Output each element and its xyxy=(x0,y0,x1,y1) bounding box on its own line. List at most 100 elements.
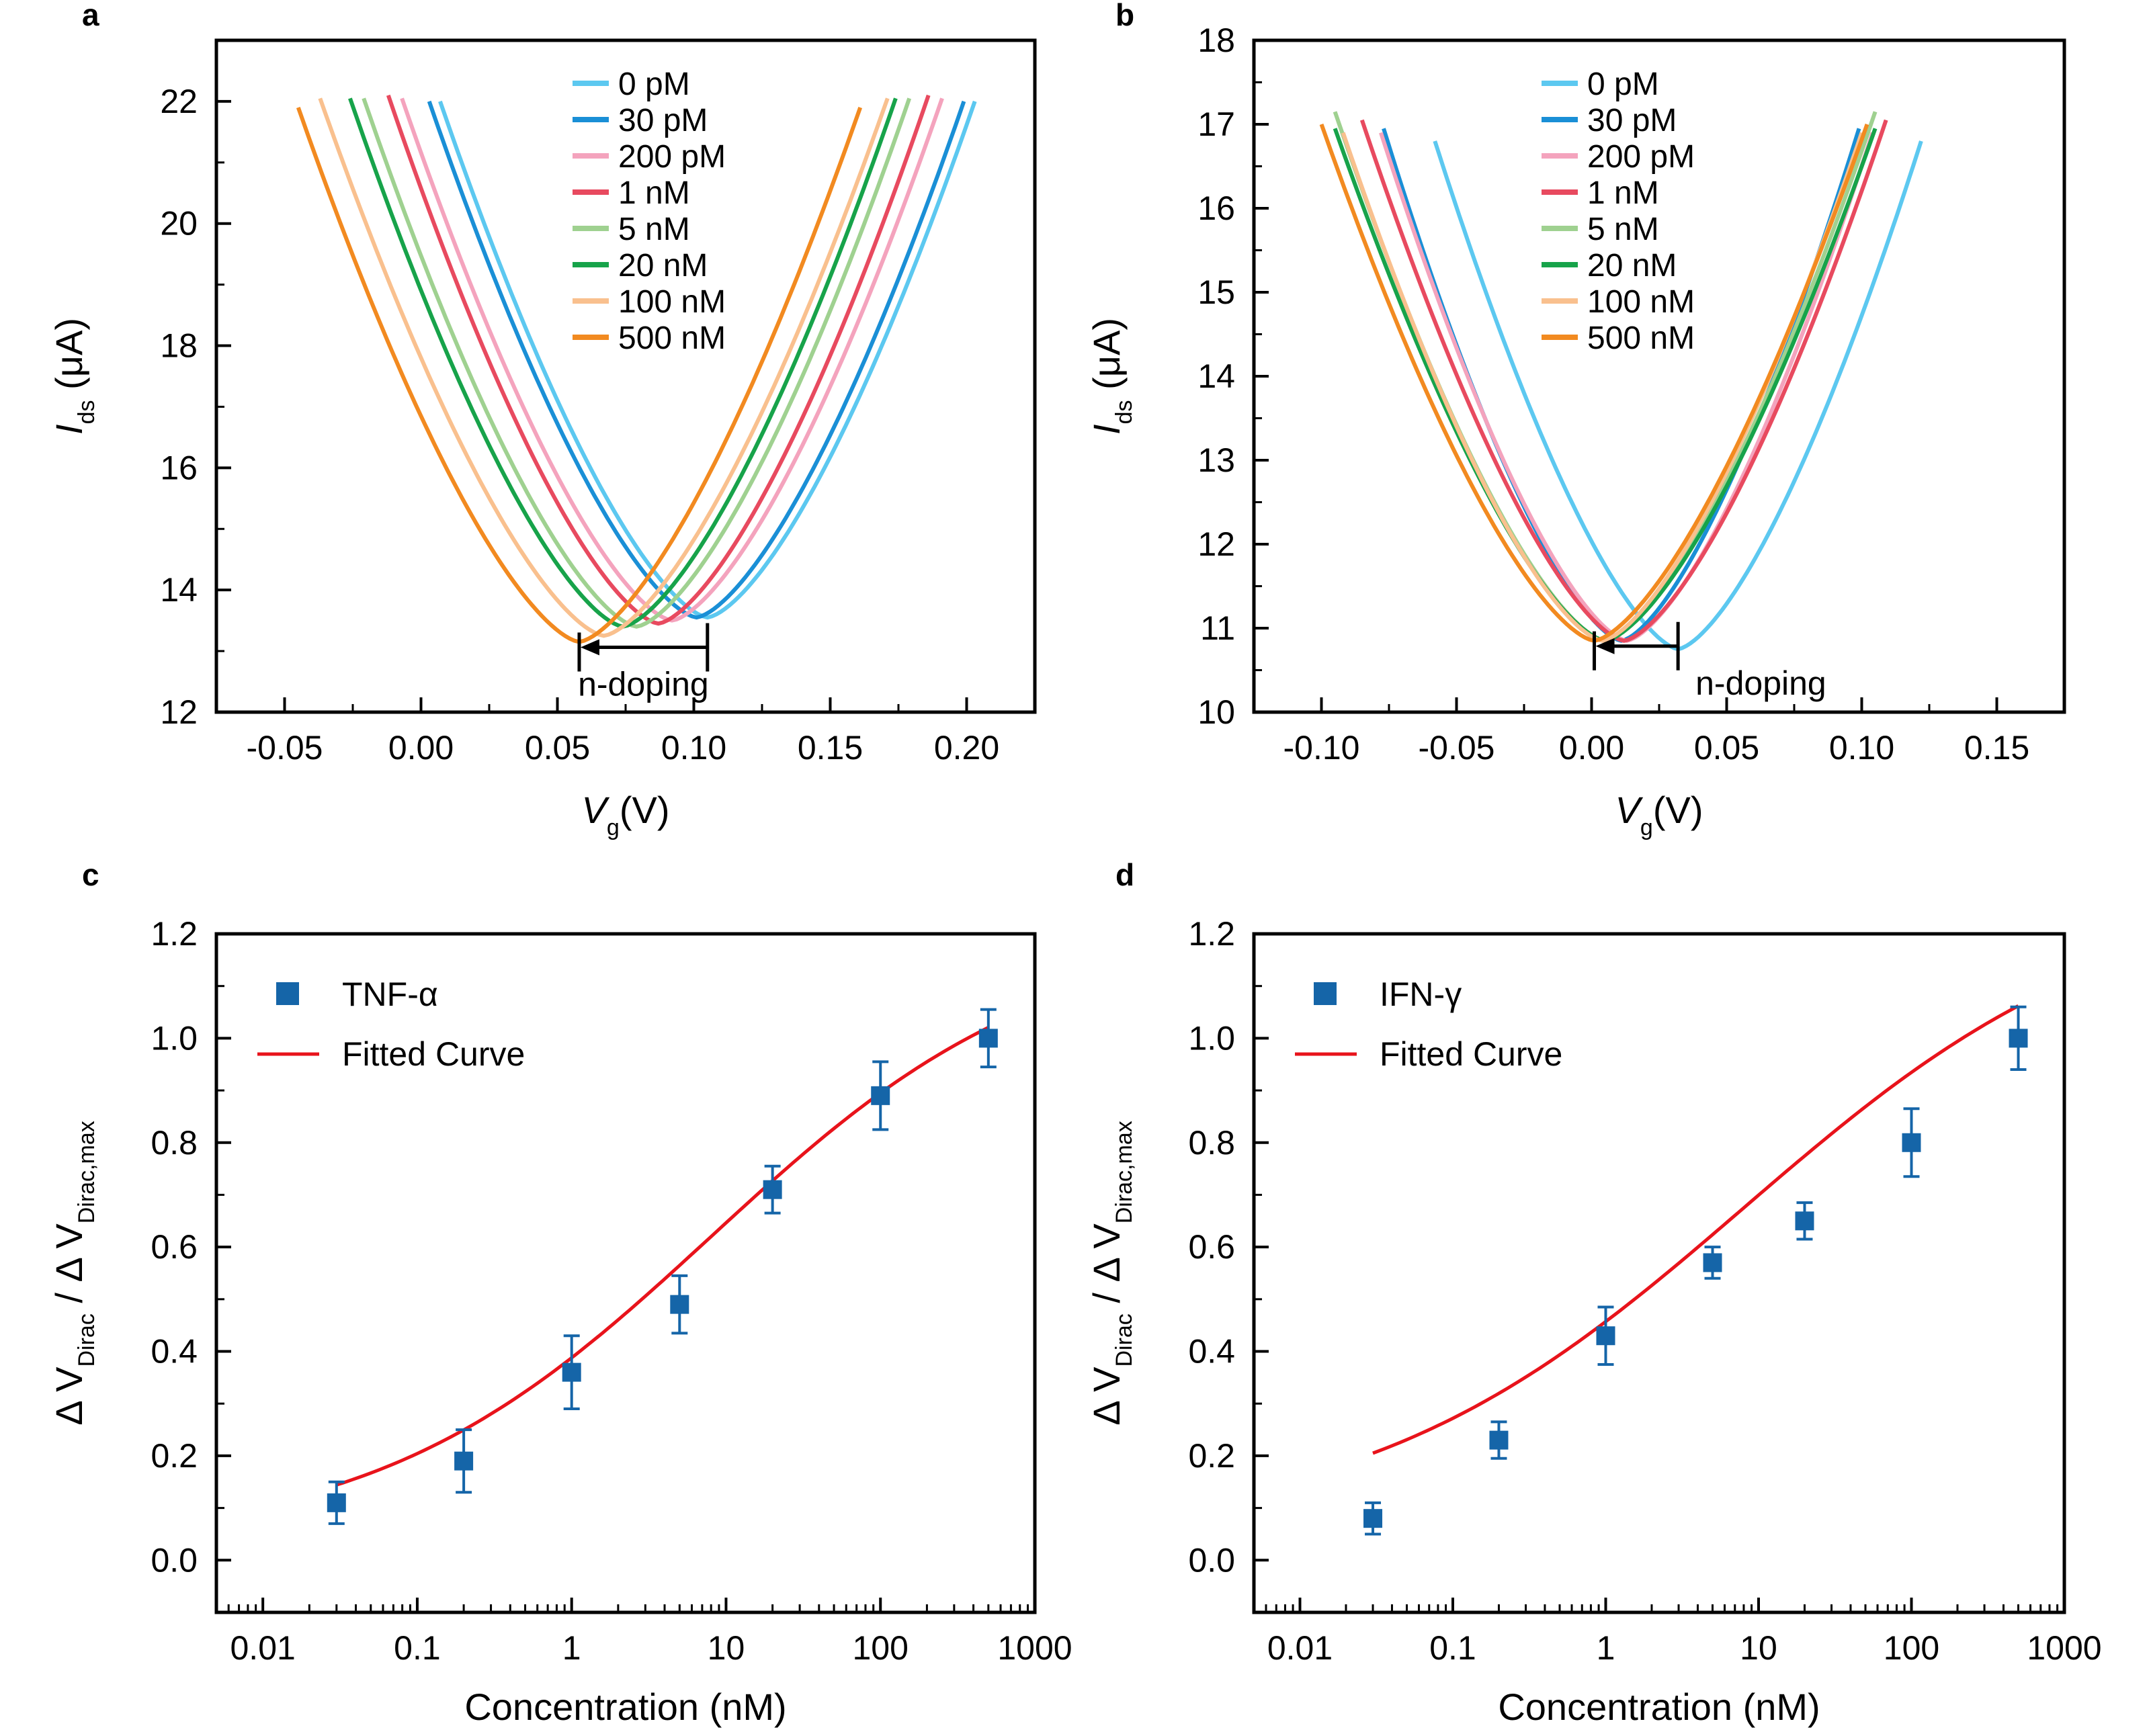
plot-frame xyxy=(214,38,1037,714)
y-axis-title: Δ VDirac / Δ VDirac,max xyxy=(1085,1121,1137,1426)
data-point xyxy=(1596,1326,1615,1346)
x-tick-label: 0.05 xyxy=(525,729,590,767)
legend-label-30-pm: 30 pM xyxy=(1587,103,1677,138)
legend-label-20-nm: 20 nM xyxy=(618,248,708,284)
x-tick-label: 0.15 xyxy=(798,729,863,767)
curve-100-nm xyxy=(318,97,890,638)
y-tick-label: 0.4 xyxy=(151,1333,198,1371)
legend-label-fit: Fitted Curve xyxy=(342,1035,525,1073)
annotation-label: n-doping xyxy=(1695,664,1826,702)
y-tick-label: 17 xyxy=(1197,105,1235,143)
curve-1-nm xyxy=(386,94,931,626)
panel-c: 0.01 0.1 1 10 100 1000 0.0 0.2 0.4 0.6 0.8 1.0 1.2 TN… xyxy=(48,915,1072,1728)
y-tick-label: 12 xyxy=(1197,525,1235,563)
data-point xyxy=(1795,1211,1814,1231)
y-tick-label: 0.4 xyxy=(1188,1333,1235,1371)
panel-a: -0.05 0.00 0.05 0.10 0.15 0.20 12 14 16 18 20 22 n-d… xyxy=(48,38,1037,840)
legend-label-5-nm: 5 nM xyxy=(618,212,690,247)
data-point xyxy=(562,1362,581,1382)
legend-label-0-pm: 0 pM xyxy=(618,67,690,102)
y-axis-title-sub: ds xyxy=(74,400,99,425)
y-axis-title-mid: / Δ V xyxy=(48,1223,90,1314)
legend-label-1-nm: 1 nM xyxy=(618,175,690,211)
y-axis-title-sub2: Dirac,max xyxy=(74,1121,99,1223)
plot-frame xyxy=(1252,932,2066,1614)
y-tick-label: 20 xyxy=(160,205,198,243)
legend-label-points: IFN-γ xyxy=(1380,975,1462,1013)
y-axis-title-sub2: Dirac,max xyxy=(1111,1121,1137,1223)
x-axis-title-unit: (V) xyxy=(620,789,670,831)
plot-frame xyxy=(214,932,1037,1614)
legend-label-500-nm: 500 nM xyxy=(618,320,726,356)
data-point xyxy=(327,1493,346,1512)
y-tick-label: 12 xyxy=(160,693,198,731)
legend-label-points: TNF-α xyxy=(342,975,438,1013)
x-tick-label: 1000 xyxy=(2027,1629,2101,1667)
y-tick-label: 1.2 xyxy=(151,915,198,953)
x-axis-title-sub: g xyxy=(607,815,620,840)
data-point xyxy=(2009,1029,2028,1048)
y-axis-title-main: I xyxy=(48,424,90,435)
panel-label-b: b xyxy=(1115,0,1134,32)
x-tick-label: 0.01 xyxy=(230,1629,296,1667)
y-axis-title: Ids (μA) xyxy=(48,318,99,435)
y-tick-label: 15 xyxy=(1197,273,1235,311)
annotation-arrowhead xyxy=(580,639,599,656)
y-tick-label: 0.8 xyxy=(1188,1124,1235,1162)
legend-swatch-points xyxy=(276,982,299,1005)
x-tick-label: 0.10 xyxy=(1829,729,1894,767)
legend-label-0-pm: 0 pM xyxy=(1587,67,1659,102)
panel-label-c: c xyxy=(82,857,99,892)
data-point xyxy=(871,1086,890,1105)
y-tick-label: 0.2 xyxy=(1188,1437,1235,1475)
legend-label-200-pm: 200 pM xyxy=(618,139,726,175)
x-axis-title-main: V xyxy=(1615,789,1644,831)
x-axis-title: Vg(V) xyxy=(582,789,670,840)
legend-label-500-nm: 500 nM xyxy=(1587,320,1695,356)
data-point xyxy=(763,1180,782,1199)
y-axis-title-sub1: Dirac xyxy=(1111,1313,1137,1366)
x-tick-label: 100 xyxy=(853,1629,909,1667)
y-axis-title-mid: / Δ V xyxy=(1085,1223,1128,1314)
y-tick-label: 16 xyxy=(1197,189,1235,227)
y-tick-label: 14 xyxy=(160,571,198,609)
panel-label-a: a xyxy=(82,0,99,32)
y-axis-title-unit: (μA) xyxy=(48,318,90,400)
legend-label-200-pm: 200 pM xyxy=(1587,139,1695,175)
y-tick-label: 10 xyxy=(1197,693,1235,731)
x-axis-title-main: V xyxy=(582,789,610,831)
y-axis-title-main: I xyxy=(1085,424,1128,435)
y-tick-label: 0.6 xyxy=(151,1228,198,1266)
x-tick-label: -0.05 xyxy=(1419,729,1495,767)
curve-1-nm xyxy=(1359,119,1888,643)
legend-swatch-points xyxy=(1314,982,1337,1005)
y-tick-label: 14 xyxy=(1197,357,1235,395)
data-point xyxy=(454,1451,474,1471)
x-tick-label: 0.1 xyxy=(394,1629,441,1667)
x-tick-label: 0.15 xyxy=(1964,729,2029,767)
x-tick-label: 0.00 xyxy=(388,729,454,767)
y-axis-title: Δ VDirac / Δ VDirac,max xyxy=(48,1121,99,1426)
legend-label-30-pm: 30 pM xyxy=(618,103,708,138)
x-tick-label: 1000 xyxy=(997,1629,1072,1667)
y-axis-title-unit: (μA) xyxy=(1085,318,1128,400)
x-tick-label: 1 xyxy=(562,1629,581,1667)
x-tick-label: 0.05 xyxy=(1694,729,1759,767)
legend-label-20-nm: 20 nM xyxy=(1587,248,1677,284)
curve-0-pm xyxy=(438,100,977,620)
panel-label-d: d xyxy=(1115,857,1134,892)
y-axis-title-sub1: Dirac xyxy=(74,1313,99,1366)
legend-label-fit: Fitted Curve xyxy=(1380,1035,1562,1073)
legend-label-1-nm: 1 nM xyxy=(1587,175,1659,211)
y-axis-title-prefix: Δ V xyxy=(1085,1366,1128,1426)
x-tick-label: 1 xyxy=(1597,1629,1615,1667)
y-tick-label: 16 xyxy=(160,449,198,486)
x-tick-label: 10 xyxy=(708,1629,745,1667)
data-point xyxy=(978,1029,998,1048)
panel-b: -0.10 -0.05 0.00 0.05 0.10 0.15 10 11 12 13 14 15 16… xyxy=(1085,21,2066,840)
y-tick-label: 22 xyxy=(160,83,198,120)
y-tick-label: 13 xyxy=(1197,441,1235,479)
x-tick-label: 0.10 xyxy=(661,729,726,767)
data-point xyxy=(1363,1509,1383,1528)
